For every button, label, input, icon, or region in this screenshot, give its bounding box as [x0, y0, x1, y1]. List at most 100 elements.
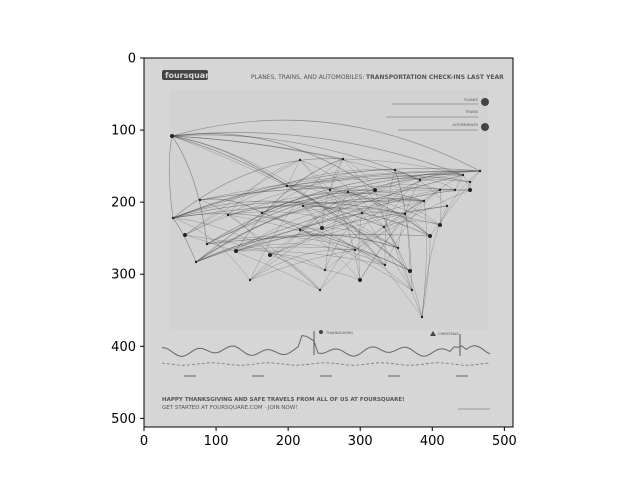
flow-arc — [184, 169, 396, 236]
flow-arc — [172, 217, 197, 263]
flow-arc — [286, 159, 301, 187]
hub-node — [183, 233, 187, 237]
flow-arc — [235, 199, 425, 252]
flow-arc — [421, 235, 431, 318]
flow-arc — [394, 169, 448, 207]
flow-arc — [299, 189, 376, 231]
flow-arc — [439, 189, 442, 226]
flow-arc — [235, 189, 456, 252]
hub-node — [170, 134, 174, 138]
flow-arc — [302, 205, 386, 266]
flow-arc — [319, 179, 421, 291]
flow-arc — [374, 183, 441, 191]
hub-node — [234, 249, 238, 253]
image-title-main: TRANSPORTATION CHECK-INS LAST YEAR — [366, 74, 504, 81]
timeline-series-line — [161, 335, 491, 358]
flow-arc — [269, 205, 448, 256]
hub-node — [408, 269, 412, 273]
flow-arc — [171, 119, 481, 172]
flow-arc — [299, 159, 385, 228]
hub-node — [410, 288, 414, 292]
flow-arc — [404, 213, 431, 237]
flow-arc — [347, 191, 441, 226]
flow-arc — [374, 176, 471, 191]
flow-arc — [342, 158, 464, 176]
flow-arc — [299, 159, 423, 318]
flow-arc — [235, 205, 448, 252]
flow-arc — [172, 185, 288, 219]
flow-arc — [359, 213, 406, 281]
flow-arc — [172, 217, 251, 281]
flow-arc — [321, 227, 413, 291]
image-footer-line2: GET STARTED AT FOURSQUARE.COM · JOIN NOW… — [162, 405, 297, 411]
x-tick-label: 400 — [420, 434, 445, 449]
flow-arc — [359, 174, 464, 281]
hub-node — [346, 190, 350, 194]
flow-arc — [227, 214, 321, 291]
hub-node — [198, 198, 202, 202]
flow-arc — [195, 188, 456, 263]
flow-arc — [324, 269, 361, 281]
foursquare-logo: foursquare — [162, 70, 215, 80]
timeline-marker-christmas: CHRISTMAS — [438, 332, 459, 336]
flow-arc — [206, 191, 349, 245]
flow-arc — [419, 179, 456, 191]
plot-area: foursquare PLANES, TRAINS, AND AUTOMOBIL… — [143, 57, 514, 428]
hub-node — [226, 213, 230, 217]
hub-node — [445, 204, 449, 208]
flow-arc — [269, 254, 321, 291]
hub-node — [360, 211, 364, 215]
y-tick-label: 200 — [111, 196, 136, 211]
hub-node — [318, 288, 322, 292]
flow-arc — [421, 200, 427, 318]
flow-arc — [184, 192, 425, 236]
hub-node — [285, 184, 289, 188]
hub-node — [383, 263, 387, 267]
hub-node — [323, 268, 327, 272]
hub-node — [301, 204, 305, 208]
image-timeline: THANKSGIVING CHRISTMAS — [161, 330, 491, 377]
hub-node — [420, 315, 424, 319]
flow-arc — [321, 189, 331, 229]
flow-arc — [171, 135, 421, 181]
flow-arc — [354, 189, 441, 251]
flow-arc — [235, 243, 386, 266]
flow-arc — [261, 174, 464, 214]
flow-arc — [184, 234, 321, 291]
flow-arc — [199, 198, 263, 214]
flow-arc — [199, 186, 456, 201]
y-tick-label: 500 — [111, 412, 136, 427]
flow-arc — [227, 189, 456, 216]
flow-arc — [384, 169, 396, 266]
x-tick-label: 500 — [492, 434, 517, 449]
tree-icon — [430, 331, 436, 336]
flow-arc — [171, 135, 411, 272]
flow-arc — [383, 226, 423, 318]
flow-arc — [394, 169, 413, 291]
flow-arc — [286, 185, 411, 272]
flow-arc — [227, 214, 356, 251]
flow-arc — [171, 135, 386, 266]
flow-arc — [199, 198, 263, 214]
flow-arc — [299, 229, 411, 272]
flow-arc — [249, 249, 356, 281]
flow-arc — [172, 200, 385, 228]
flow-arc — [261, 212, 413, 291]
flow-arc — [302, 205, 323, 229]
turkey-icon — [319, 330, 323, 334]
flow-arc — [172, 168, 481, 219]
x-tick-label: 100 — [204, 434, 229, 449]
hub-node — [396, 246, 400, 250]
flow-arc — [172, 217, 321, 291]
flow-arc — [342, 158, 376, 191]
flow-arc — [347, 191, 441, 226]
flow-arc — [421, 205, 448, 318]
flow-arc — [195, 233, 399, 263]
flow-arc — [361, 212, 431, 237]
flow-arc — [227, 205, 431, 237]
flow-arc — [269, 254, 326, 271]
image-footer-line1: HAPPY THANKSGIVING AND SAFE TRAVELS FROM… — [162, 397, 405, 403]
flow-arc — [429, 170, 481, 237]
hub-node — [422, 199, 426, 203]
